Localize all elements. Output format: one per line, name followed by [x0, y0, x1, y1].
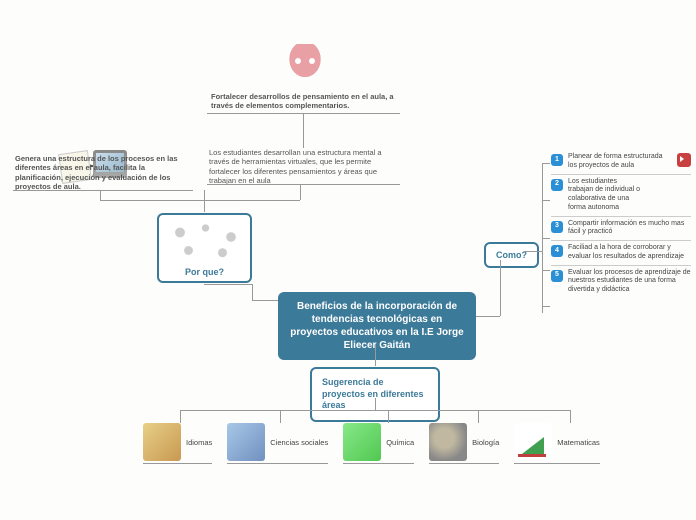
connector	[542, 200, 550, 201]
genera-text: Genera una estructura de los procesos en…	[15, 154, 190, 192]
suggest-node: Sugerencia de proyectos en diferentes ár…	[310, 367, 440, 422]
list-text: Los estudiantes trabajan de individual o…	[568, 178, 643, 213]
connector	[542, 306, 550, 307]
connector	[542, 238, 550, 239]
connector	[542, 163, 550, 164]
connector	[100, 190, 101, 200]
subject-label: Ciencias sociales	[270, 438, 328, 447]
subject-idiomas: Idiomas	[143, 423, 212, 464]
connector	[500, 260, 501, 316]
list-text: Planear de forma estructurada los proyec…	[568, 153, 672, 171]
list-item: 3 Compartir información es mucho mas fác…	[551, 217, 691, 242]
estudiantes-text: Los estudiantes desarrollan una estructu…	[209, 148, 389, 186]
subject-label: Matematicas	[557, 438, 600, 447]
list-item: 5 Evaluar los procesos de aprendizaje de…	[551, 266, 691, 298]
connector	[542, 270, 550, 271]
num-badge-5: 5	[551, 270, 563, 282]
connector	[252, 284, 253, 300]
num-badge-2: 2	[551, 179, 563, 191]
subject-icon	[514, 423, 552, 461]
connector	[100, 200, 300, 201]
num-badge-3: 3	[551, 221, 563, 233]
connector	[570, 410, 571, 423]
list-text: Evaluar los procesos de aprendizaje de n…	[568, 269, 691, 295]
connector	[204, 190, 205, 212]
divider	[207, 184, 400, 185]
fortalecer-text: Fortalecer desarrollos de pensamiento en…	[211, 92, 396, 111]
num-badge-1: 1	[551, 154, 563, 166]
porque-image	[163, 219, 248, 264]
como-list: 1 Planear de forma estructurada los proy…	[551, 150, 691, 298]
subject-matematicas: Matematicas	[514, 423, 600, 464]
connector	[204, 284, 252, 285]
brain-icon	[285, 44, 325, 82]
connector	[478, 410, 479, 423]
subject-biologia: Biología	[429, 423, 499, 464]
subject-ciencias: Ciencias sociales	[227, 423, 328, 464]
subject-label: Química	[386, 438, 414, 447]
subject-quimica: Química	[343, 423, 414, 464]
divider	[13, 190, 193, 191]
connector	[375, 398, 376, 410]
connector	[375, 344, 376, 366]
connector	[180, 410, 570, 411]
subject-icon	[227, 423, 265, 461]
connector	[303, 113, 304, 148]
porque-label: Por que?	[185, 267, 224, 277]
subjects-row: Idiomas Ciencias sociales Química Biolog…	[143, 423, 600, 464]
como-node: Como?	[484, 242, 539, 268]
num-badge-4: 4	[551, 245, 563, 257]
subject-label: Idiomas	[186, 438, 212, 447]
list-item: 2 Los estudiantes trabajan de individual…	[551, 175, 691, 217]
subject-icon	[429, 423, 467, 461]
connector	[524, 251, 542, 252]
connector	[252, 300, 278, 301]
connector	[388, 410, 389, 423]
list-item: 4 Faciliad a la hora de corroborar y eva…	[551, 241, 691, 266]
subject-icon	[143, 423, 181, 461]
list-item: 1 Planear de forma estructurada los proy…	[551, 150, 691, 175]
porque-node: Por que?	[157, 213, 252, 283]
subject-icon	[343, 423, 381, 461]
subject-label: Biología	[472, 438, 499, 447]
expand-icon[interactable]	[677, 153, 691, 167]
list-text: Faciliad a la hora de corroborar y evalu…	[568, 244, 691, 262]
connector	[300, 184, 301, 200]
list-text: Compartir información es mucho mas fácil…	[568, 220, 691, 238]
central-topic: Beneficios de la incorporación de tenden…	[278, 292, 476, 360]
connector	[180, 410, 181, 423]
connector	[280, 410, 281, 423]
connector	[476, 316, 500, 317]
